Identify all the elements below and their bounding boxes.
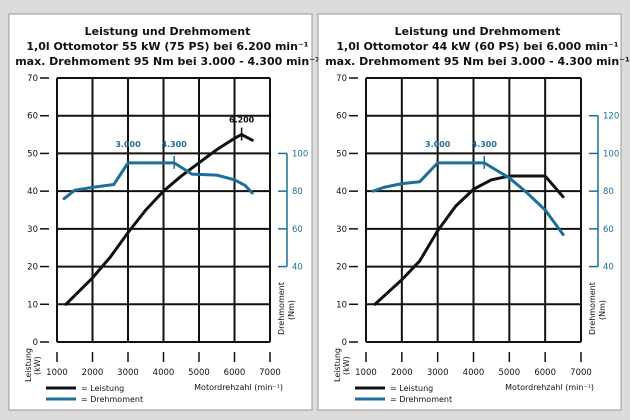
x-tick-label: 7000 bbox=[570, 368, 592, 378]
right-tick-label: 60 bbox=[603, 225, 614, 235]
x-tick-label: 1000 bbox=[46, 368, 68, 378]
annotation-label: 6.200 bbox=[229, 116, 255, 125]
x-tick-label: 5000 bbox=[499, 368, 521, 378]
right-tick-label: 40 bbox=[292, 263, 303, 273]
y-tick-label: 30 bbox=[336, 225, 347, 235]
right-tick-label: 60 bbox=[292, 225, 303, 235]
left-axis-label: Leistung bbox=[333, 348, 342, 382]
panel-frame bbox=[8, 13, 313, 411]
right-tick-label: 120 bbox=[603, 112, 619, 122]
panel-frame bbox=[317, 13, 622, 411]
x-tick-label: 7000 bbox=[259, 368, 281, 378]
x-tick-label: 1000 bbox=[355, 368, 377, 378]
y-tick-label: 10 bbox=[336, 300, 347, 310]
annotation-label: 3.000 bbox=[425, 140, 451, 149]
chart-subtitle-2: max. Drehmoment 95 Nm bei 3.000 - 4.300 … bbox=[15, 55, 320, 68]
right-tick-label: 100 bbox=[292, 149, 308, 159]
y-tick-label: 40 bbox=[336, 187, 347, 197]
y-tick-label: 70 bbox=[27, 74, 38, 84]
annotation-label: 3.000 bbox=[115, 140, 141, 149]
right-axis-unit: (Nm) bbox=[287, 300, 296, 320]
x-tick-label: 5000 bbox=[188, 368, 210, 378]
right-axis-unit: (Nm) bbox=[598, 300, 607, 320]
x-tick-label: 4000 bbox=[153, 368, 175, 378]
y-tick-label: 50 bbox=[27, 149, 38, 159]
x-axis-label: Motordrehzahl (min⁻¹) bbox=[505, 383, 594, 392]
y-tick-label: 0 bbox=[342, 338, 347, 348]
x-tick-label: 3000 bbox=[117, 368, 139, 378]
chart-subtitle-1: 1,0l Ottomotor 44 kW (60 PS) bei 6.000 m… bbox=[336, 40, 618, 53]
series-leistung bbox=[64, 133, 254, 306]
chart-title: Leistung und Drehmoment bbox=[395, 25, 561, 38]
y-tick-label: 60 bbox=[27, 112, 38, 122]
legend-label-drehmoment: = Drehmoment bbox=[81, 395, 143, 404]
y-tick-label: 0 bbox=[33, 338, 38, 348]
series-drehmoment bbox=[371, 161, 565, 237]
chart-panel-2: Leistung und Drehmoment 1,0l Ottomotor 44… bbox=[317, 13, 630, 411]
right-tick-label: 100 bbox=[603, 149, 619, 159]
chart-subtitle-2: max. Drehmoment 95 Nm bei 3.000 - 4.300 … bbox=[325, 55, 630, 68]
chart-panel-1: Leistung und Drehmoment 1,0l Ottomotor 55… bbox=[8, 13, 320, 411]
right-axis-label: Drehmoment bbox=[277, 282, 286, 335]
right-tick-label: 80 bbox=[603, 187, 614, 197]
y-tick-label: 60 bbox=[336, 112, 347, 122]
left-axis-label: Leistung bbox=[24, 348, 33, 382]
legend-label-drehmoment: = Drehmoment bbox=[390, 395, 452, 404]
annotation-label: 4.300 bbox=[472, 140, 498, 149]
right-tick-label: 40 bbox=[603, 263, 614, 273]
right-tick-label: 80 bbox=[292, 187, 303, 197]
y-tick-label: 10 bbox=[27, 300, 38, 310]
x-tick-label: 2000 bbox=[82, 368, 104, 378]
y-tick-label: 20 bbox=[336, 263, 347, 273]
x-axis-label: Motordrehzahl (min⁻¹) bbox=[194, 383, 283, 392]
y-tick-label: 70 bbox=[336, 74, 347, 84]
left-axis-unit: (kW) bbox=[33, 356, 42, 375]
right-axis-label: Drehmoment bbox=[588, 282, 597, 335]
chart-title: Leistung und Drehmoment bbox=[85, 25, 251, 38]
annotation-label: 4.300 bbox=[161, 140, 187, 149]
x-tick-label: 6000 bbox=[224, 368, 246, 378]
y-tick-label: 30 bbox=[27, 225, 38, 235]
x-tick-label: 6000 bbox=[534, 368, 556, 378]
x-tick-label: 3000 bbox=[427, 368, 449, 378]
x-tick-label: 2000 bbox=[391, 368, 413, 378]
y-tick-label: 40 bbox=[27, 187, 38, 197]
y-tick-label: 50 bbox=[336, 149, 347, 159]
legend-label-leistung: = Leistung bbox=[81, 384, 124, 393]
x-tick-label: 4000 bbox=[463, 368, 485, 378]
left-axis-unit: (kW) bbox=[342, 356, 351, 375]
y-tick-label: 20 bbox=[27, 263, 38, 273]
series-leistung bbox=[373, 174, 565, 306]
legend-label-leistung: = Leistung bbox=[390, 384, 433, 393]
chart-subtitle-1: 1,0l Ottomotor 55 kW (75 PS) bei 6.200 m… bbox=[26, 40, 308, 53]
